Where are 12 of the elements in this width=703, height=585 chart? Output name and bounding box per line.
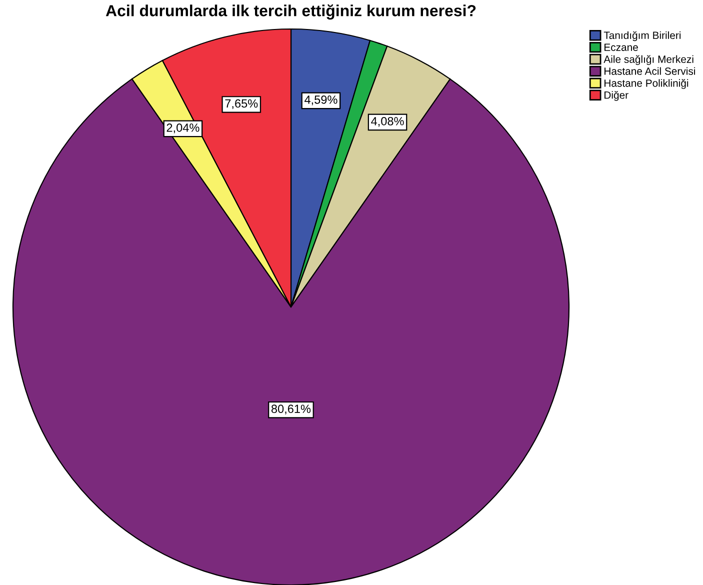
- chart-title: Acil durumlarda ilk tercih ettiğiniz kurum neresi?: [106, 4, 476, 20]
- legend-label: Hastane Acil Servisi: [604, 67, 696, 75]
- data-label: 80,61%: [271, 404, 311, 414]
- legend-label: Diğer: [604, 91, 628, 101]
- data-label: 2,04%: [166, 123, 200, 134]
- data-label: 4,59%: [304, 95, 338, 106]
- legend-label: Aile sağlığı Merkezi: [604, 55, 694, 65]
- legend-label: Tanıdığım Birileri: [604, 31, 681, 42]
- legend-label: Hastane Polikliniği: [604, 79, 688, 89]
- legend-label: Eczane: [604, 44, 638, 51]
- data-label: 7,65%: [225, 99, 258, 110]
- data-label: 4,08%: [371, 116, 404, 127]
